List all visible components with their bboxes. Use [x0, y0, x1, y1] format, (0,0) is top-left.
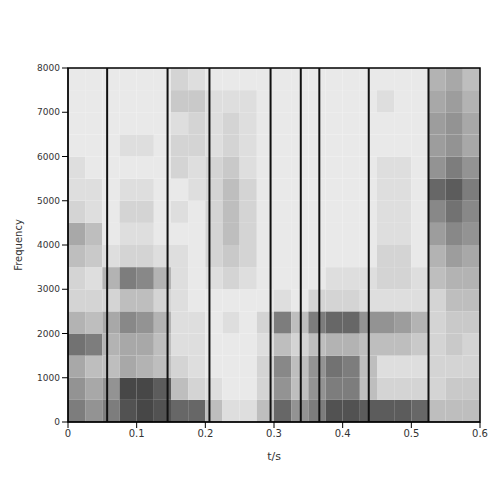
svg-text:0: 0 — [65, 428, 71, 439]
svg-text:2000: 2000 — [37, 329, 60, 339]
svg-text:7000: 7000 — [37, 107, 60, 117]
svg-text:0.1: 0.1 — [129, 428, 145, 439]
svg-text:4000: 4000 — [37, 240, 60, 250]
svg-text:8000: 8000 — [37, 63, 60, 73]
svg-text:5000: 5000 — [37, 196, 60, 206]
svg-text:0.3: 0.3 — [266, 428, 282, 439]
svg-text:t/s: t/s — [267, 450, 281, 463]
svg-text:6000: 6000 — [37, 152, 60, 162]
svg-text:0.6: 0.6 — [472, 428, 488, 439]
svg-text:0.2: 0.2 — [197, 428, 213, 439]
svg-text:Frequency: Frequency — [13, 219, 24, 271]
svg-text:1000: 1000 — [37, 373, 60, 383]
svg-text:0: 0 — [54, 417, 60, 427]
svg-text:3000: 3000 — [37, 284, 60, 294]
svg-text:0.5: 0.5 — [403, 428, 419, 439]
svg-text:0.4: 0.4 — [335, 428, 351, 439]
